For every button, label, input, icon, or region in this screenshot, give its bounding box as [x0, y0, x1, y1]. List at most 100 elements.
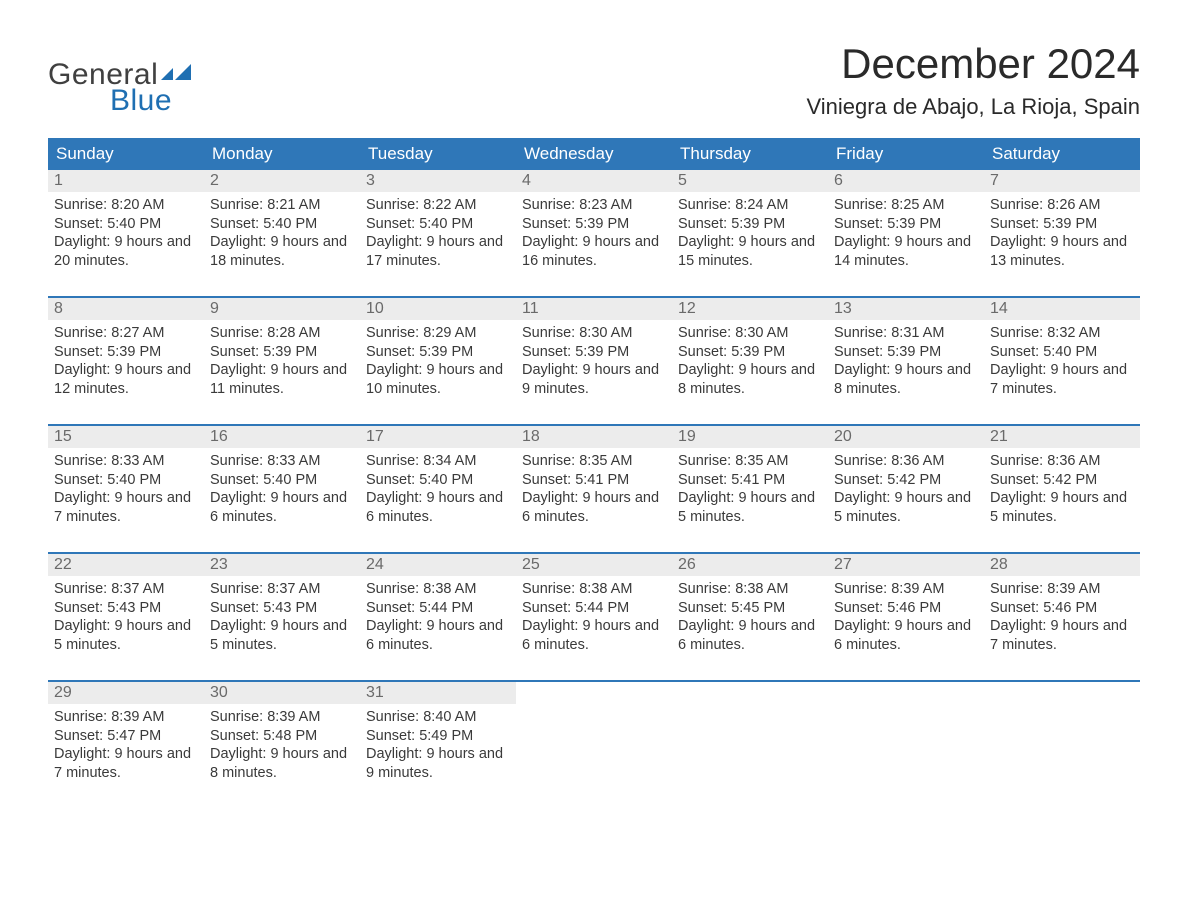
day-body: Sunrise: 8:32 AMSunset: 5:40 PMDaylight:…: [984, 320, 1140, 404]
sunset-line: Sunset: 5:46 PM: [990, 599, 1134, 618]
calendar: SundayMondayTuesdayWednesdayThursdayFrid…: [48, 138, 1140, 794]
day-cell: 29Sunrise: 8:39 AMSunset: 5:47 PMDayligh…: [48, 682, 204, 794]
day-cell: 10Sunrise: 8:29 AMSunset: 5:39 PMDayligh…: [360, 298, 516, 410]
daylight-line: Daylight: 9 hours and 6 minutes.: [366, 617, 510, 654]
sunrise-line: Sunrise: 8:35 AM: [678, 452, 822, 471]
day-cell: 30Sunrise: 8:39 AMSunset: 5:48 PMDayligh…: [204, 682, 360, 794]
day-number: 24: [366, 556, 384, 573]
daylight-line: Daylight: 9 hours and 6 minutes.: [522, 489, 666, 526]
day-number-row: 14: [984, 298, 1140, 320]
sunrise-line: Sunrise: 8:38 AM: [522, 580, 666, 599]
day-number: 16: [210, 428, 228, 445]
daylight-line: Daylight: 9 hours and 6 minutes.: [366, 489, 510, 526]
day-cell: 28 Sunrise: 8:39 AMSunset: 5:46 PMDayligh…: [984, 554, 1140, 666]
day-number: 17: [366, 428, 384, 445]
day-body: Sunrise: 8:20 AMSunset: 5:40 PMDaylight:…: [48, 192, 204, 276]
sunset-line: Sunset: 5:40 PM: [54, 215, 198, 234]
day-cell: 11 Sunrise: 8:30 AMSunset: 5:39 PMDayligh…: [516, 298, 672, 410]
daylight-line: Daylight: 9 hours and 6 minutes.: [678, 617, 822, 654]
day-cell: 4Sunrise: 8:23 AMSunset: 5:39 PMDaylight…: [516, 170, 672, 282]
sunset-line: Sunset: 5:39 PM: [990, 215, 1134, 234]
day-number: 9: [210, 300, 219, 317]
daylight-line: Daylight: 9 hours and 5 minutes.: [834, 489, 978, 526]
day-number: 14: [990, 300, 1008, 317]
day-cell: [516, 682, 672, 794]
day-cell: 8 Sunrise: 8:27 AMSunset: 5:39 PMDaylight…: [48, 298, 204, 410]
daylight-line: Daylight: 9 hours and 14 minutes.: [834, 233, 978, 270]
day-cell: 23Sunrise: 8:37 AMSunset: 5:43 PMDayligh…: [204, 554, 360, 666]
sunset-line: Sunset: 5:44 PM: [366, 599, 510, 618]
day-body: Sunrise: 8:39 AMSunset: 5:46 PMDaylight:…: [828, 576, 984, 660]
sunset-line: Sunset: 5:40 PM: [210, 471, 354, 490]
day-body: Sunrise: 8:26 AMSunset: 5:39 PMDaylight:…: [984, 192, 1140, 276]
day-number: 1: [54, 172, 63, 189]
sunrise-line: Sunrise: 8:29 AM: [366, 324, 510, 343]
sunrise-line: Sunrise: 8:38 AM: [366, 580, 510, 599]
day-number: 28: [990, 556, 1008, 573]
sunset-line: Sunset: 5:39 PM: [522, 343, 666, 362]
daylight-line: Daylight: 9 hours and 6 minutes.: [210, 489, 354, 526]
sunrise-line: Sunrise: 8:39 AM: [990, 580, 1134, 599]
weekday-header: Sunday: [48, 138, 204, 170]
day-cell: [672, 682, 828, 794]
day-body: Sunrise: 8:29 AMSunset: 5:39 PMDaylight:…: [360, 320, 516, 404]
day-number: 15: [54, 428, 72, 445]
sunrise-line: Sunrise: 8:21 AM: [210, 196, 354, 215]
day-number-row: 21: [984, 426, 1140, 448]
day-body: Sunrise: 8:30 AMSunset: 5:39 PMDaylight:…: [516, 320, 672, 404]
day-cell: 18 Sunrise: 8:35 AMSunset: 5:41 PMDayligh…: [516, 426, 672, 538]
day-body: Sunrise: 8:39 AMSunset: 5:46 PMDaylight:…: [984, 576, 1140, 660]
day-number: 8: [54, 300, 63, 317]
day-body: Sunrise: 8:36 AMSunset: 5:42 PMDaylight:…: [984, 448, 1140, 532]
weekday-header: Wednesday: [516, 138, 672, 170]
day-cell: 26Sunrise: 8:38 AMSunset: 5:45 PMDayligh…: [672, 554, 828, 666]
day-number: 7: [990, 172, 999, 189]
day-body: Sunrise: 8:39 AMSunset: 5:47 PMDaylight:…: [48, 704, 204, 788]
flag-icon: [161, 64, 195, 84]
day-number-row: 30: [204, 682, 360, 704]
sunrise-line: Sunrise: 8:30 AM: [678, 324, 822, 343]
day-cell: 31Sunrise: 8:40 AMSunset: 5:49 PMDayligh…: [360, 682, 516, 794]
day-body: Sunrise: 8:31 AMSunset: 5:39 PMDaylight:…: [828, 320, 984, 404]
day-number-row: 23: [204, 554, 360, 576]
day-number-row: 26: [672, 554, 828, 576]
day-number-row: 22: [48, 554, 204, 576]
day-number-row: 24: [360, 554, 516, 576]
daylight-line: Daylight: 9 hours and 12 minutes.: [54, 361, 198, 398]
day-number-row: 27: [828, 554, 984, 576]
sunrise-line: Sunrise: 8:35 AM: [522, 452, 666, 471]
day-body: Sunrise: 8:28 AMSunset: 5:39 PMDaylight:…: [204, 320, 360, 404]
week-row: 1 Sunrise: 8:20 AMSunset: 5:40 PMDaylight…: [48, 170, 1140, 282]
day-number-row: 10: [360, 298, 516, 320]
sunset-line: Sunset: 5:40 PM: [990, 343, 1134, 362]
sunrise-line: Sunrise: 8:37 AM: [54, 580, 198, 599]
sunrise-line: Sunrise: 8:39 AM: [54, 708, 198, 727]
day-cell: 25Sunrise: 8:38 AMSunset: 5:44 PMDayligh…: [516, 554, 672, 666]
sunrise-line: Sunrise: 8:31 AM: [834, 324, 978, 343]
day-number: 20: [834, 428, 852, 445]
sunrise-line: Sunrise: 8:36 AM: [834, 452, 978, 471]
day-body: Sunrise: 8:27 AMSunset: 5:39 PMDaylight:…: [48, 320, 204, 404]
day-number-row: 19: [672, 426, 828, 448]
day-number-row-empty: [672, 682, 828, 704]
day-body: Sunrise: 8:38 AMSunset: 5:44 PMDaylight:…: [360, 576, 516, 660]
daylight-line: Daylight: 9 hours and 8 minutes.: [210, 745, 354, 782]
day-number-row: 2: [204, 170, 360, 192]
day-cell: 20Sunrise: 8:36 AMSunset: 5:42 PMDayligh…: [828, 426, 984, 538]
day-cell: 5Sunrise: 8:24 AMSunset: 5:39 PMDaylight…: [672, 170, 828, 282]
day-number: 11: [522, 300, 539, 317]
sunset-line: Sunset: 5:41 PM: [522, 471, 666, 490]
daylight-line: Daylight: 9 hours and 9 minutes.: [366, 745, 510, 782]
daylight-line: Daylight: 9 hours and 10 minutes.: [366, 361, 510, 398]
day-number-row: 18: [516, 426, 672, 448]
day-number-row: 5: [672, 170, 828, 192]
day-cell: 9 Sunrise: 8:28 AMSunset: 5:39 PMDaylight…: [204, 298, 360, 410]
sunset-line: Sunset: 5:40 PM: [366, 215, 510, 234]
day-cell: 19Sunrise: 8:35 AMSunset: 5:41 PMDayligh…: [672, 426, 828, 538]
weekday-header: Monday: [204, 138, 360, 170]
daylight-line: Daylight: 9 hours and 7 minutes.: [54, 489, 198, 526]
sunset-line: Sunset: 5:41 PM: [678, 471, 822, 490]
month-title: December 2024: [806, 40, 1140, 88]
sunset-line: Sunset: 5:39 PM: [678, 215, 822, 234]
sunrise-line: Sunrise: 8:37 AM: [210, 580, 354, 599]
